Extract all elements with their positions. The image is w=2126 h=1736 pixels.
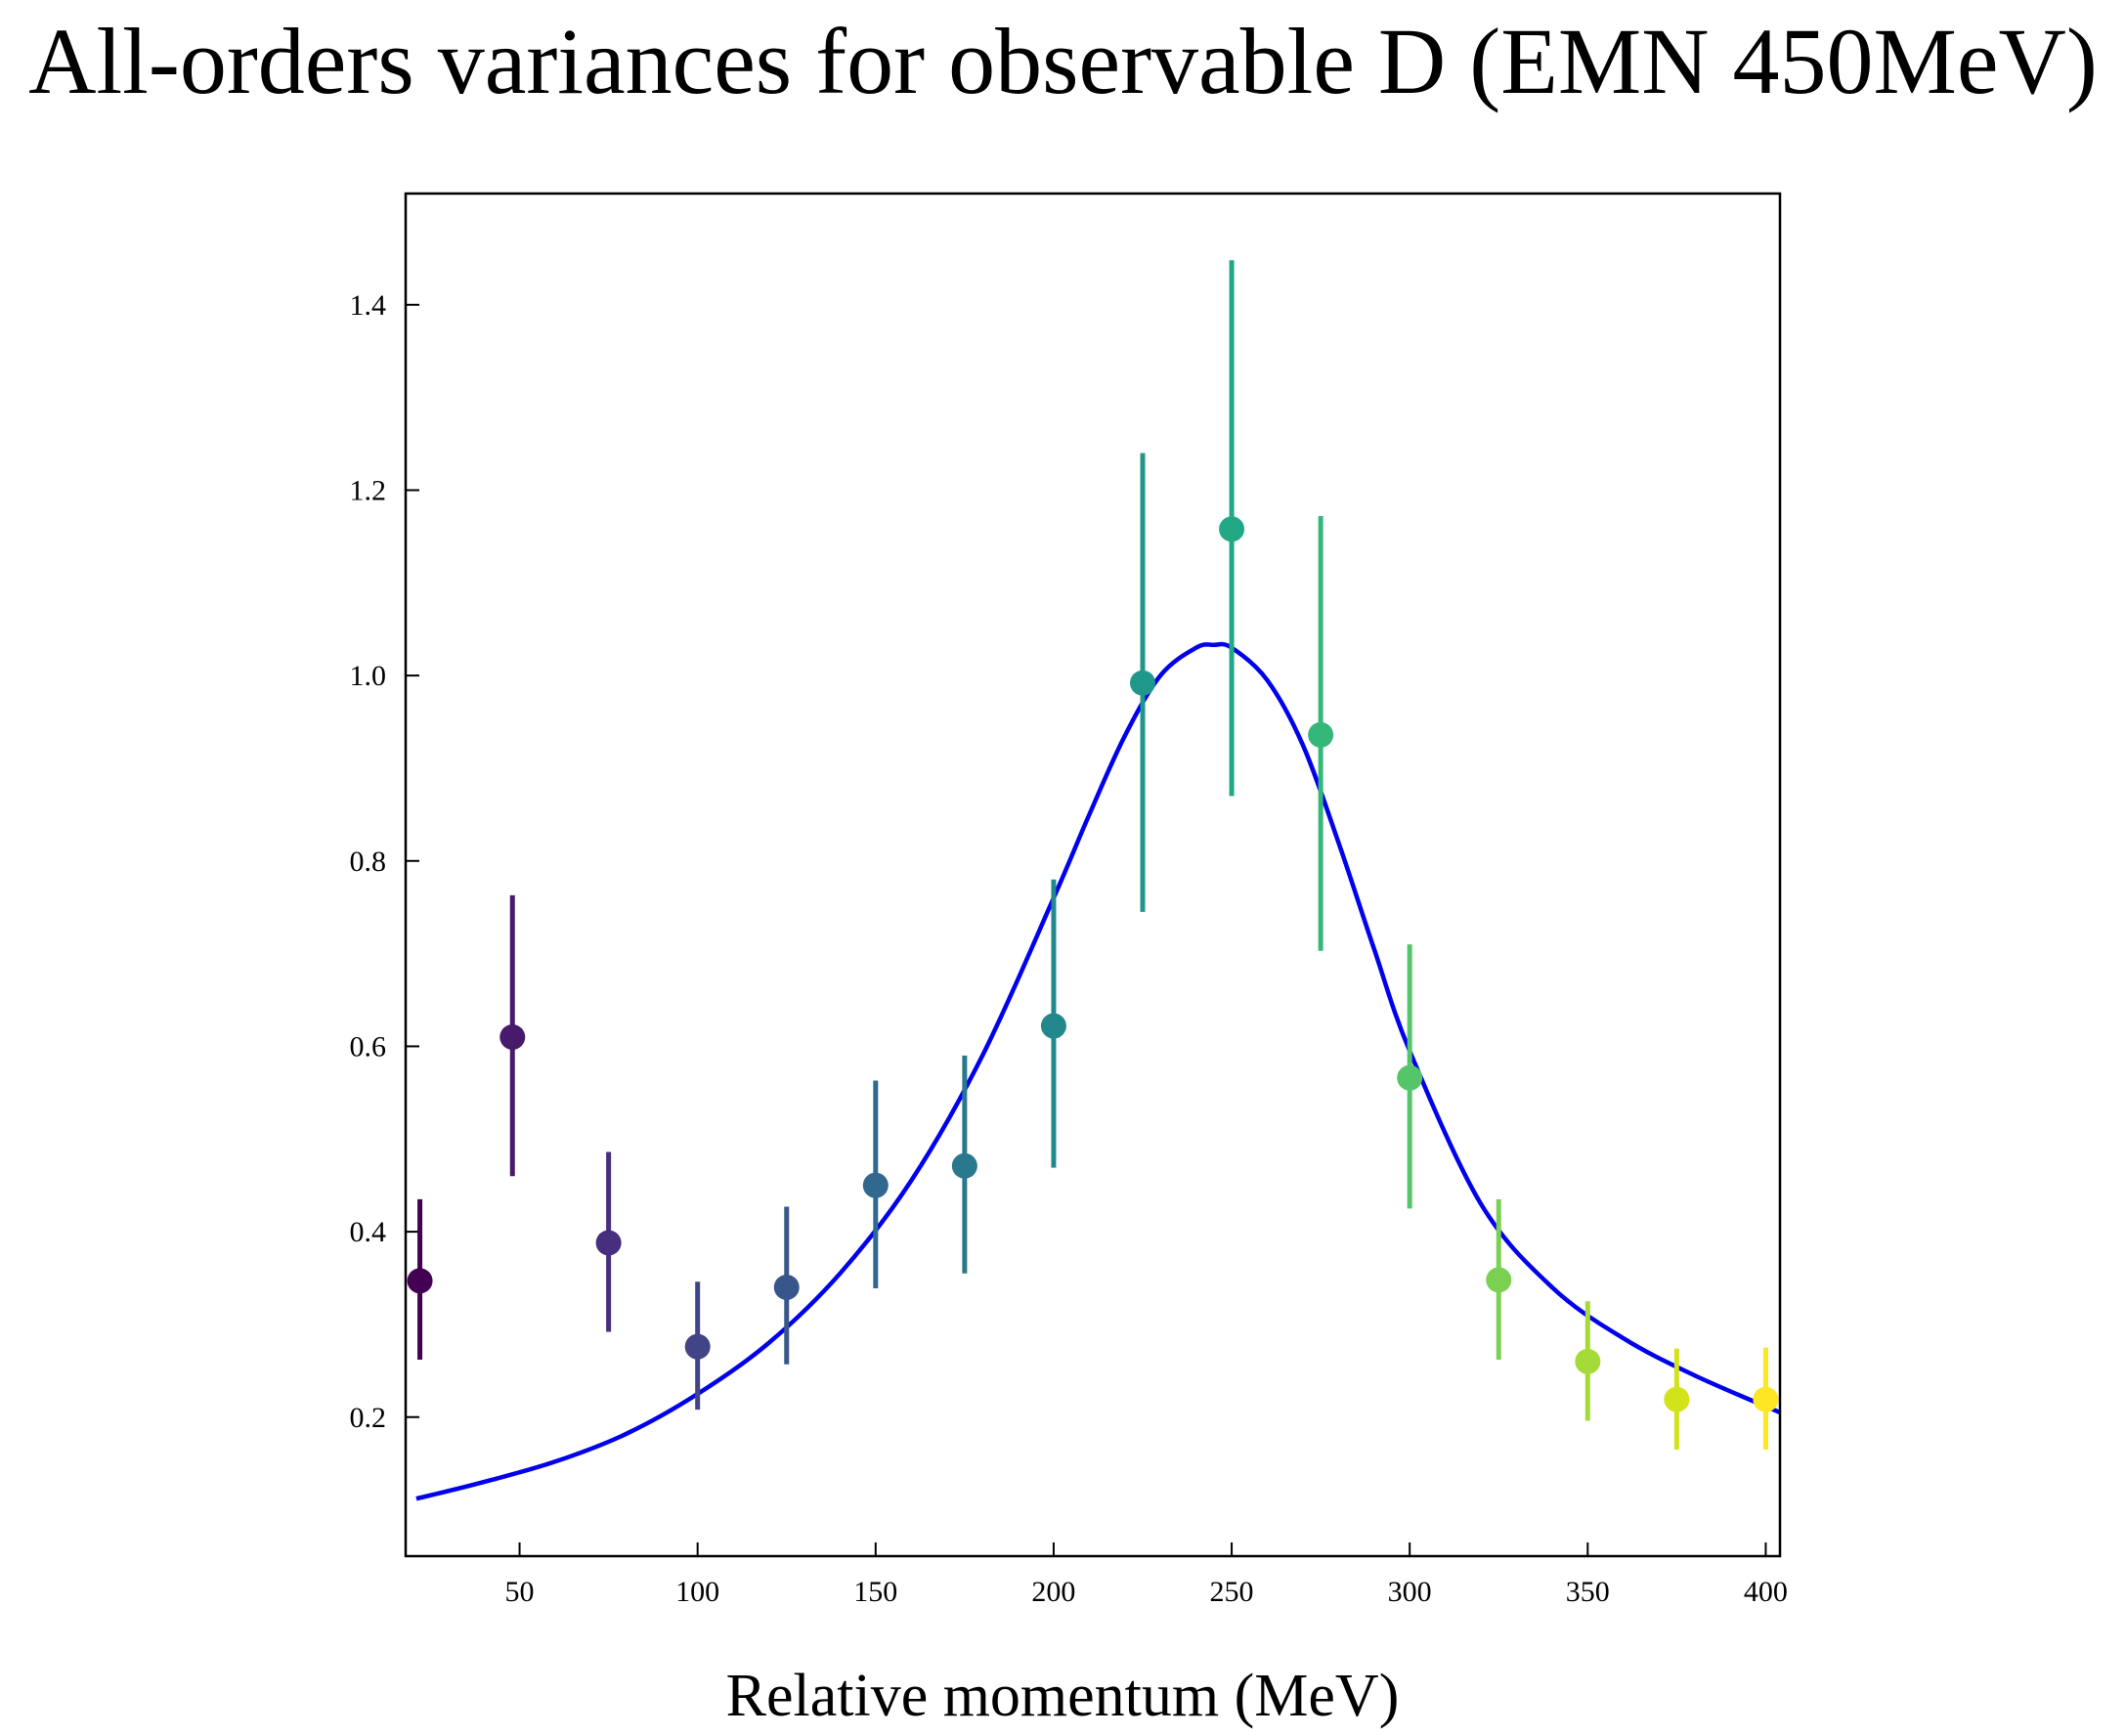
y-tick-label: 1.0 <box>350 660 387 692</box>
x-tick-label: 250 <box>1210 1576 1254 1608</box>
data-point <box>407 1268 433 1294</box>
plot-frame <box>404 192 1782 1558</box>
data-point <box>1219 516 1245 542</box>
y-tick-label: 0.6 <box>350 1030 387 1063</box>
data-point <box>1753 1386 1779 1412</box>
x-tick-label: 400 <box>1744 1576 1788 1608</box>
error-bars <box>417 260 1768 1450</box>
data-point <box>499 1023 526 1050</box>
data-point <box>1040 1013 1066 1039</box>
y-tick-label: 0.2 <box>350 1402 387 1434</box>
data-point <box>862 1172 889 1198</box>
x-tick-label: 350 <box>1566 1576 1610 1608</box>
chart-title: All-orders variances for observable D (E… <box>28 9 2098 113</box>
data-point <box>595 1230 622 1256</box>
y-tick-label: 1.4 <box>350 289 387 322</box>
y-tick-label: 1.2 <box>350 474 387 506</box>
x-axis-title: Relative momentum (MeV) <box>726 1663 1400 1729</box>
data-points <box>407 516 1779 1412</box>
data-point <box>1129 670 1155 696</box>
data-point <box>1308 721 1334 748</box>
data-point <box>1664 1386 1690 1412</box>
x-tick-label: 50 <box>505 1576 535 1608</box>
y-axis: 0.2 0.4 0.6 0.8 1.0 1.2 1.4 <box>350 289 419 1434</box>
x-tick-label: 200 <box>1031 1576 1075 1608</box>
y-tick-label: 0.4 <box>350 1216 387 1248</box>
data-point <box>684 1333 711 1360</box>
x-tick-label: 150 <box>853 1576 897 1608</box>
x-tick-label: 100 <box>675 1576 719 1608</box>
x-tick-label: 300 <box>1388 1576 1432 1608</box>
fit-curve <box>415 641 1781 1501</box>
data-point <box>1575 1348 1601 1374</box>
data-point <box>951 1152 977 1179</box>
data-point <box>1486 1267 1512 1293</box>
data-point <box>1397 1064 1423 1091</box>
data-point <box>773 1274 800 1300</box>
x-axis: 50 100 150 200 250 300 350 400 <box>505 1542 1788 1608</box>
y-tick-label: 0.8 <box>350 846 387 878</box>
